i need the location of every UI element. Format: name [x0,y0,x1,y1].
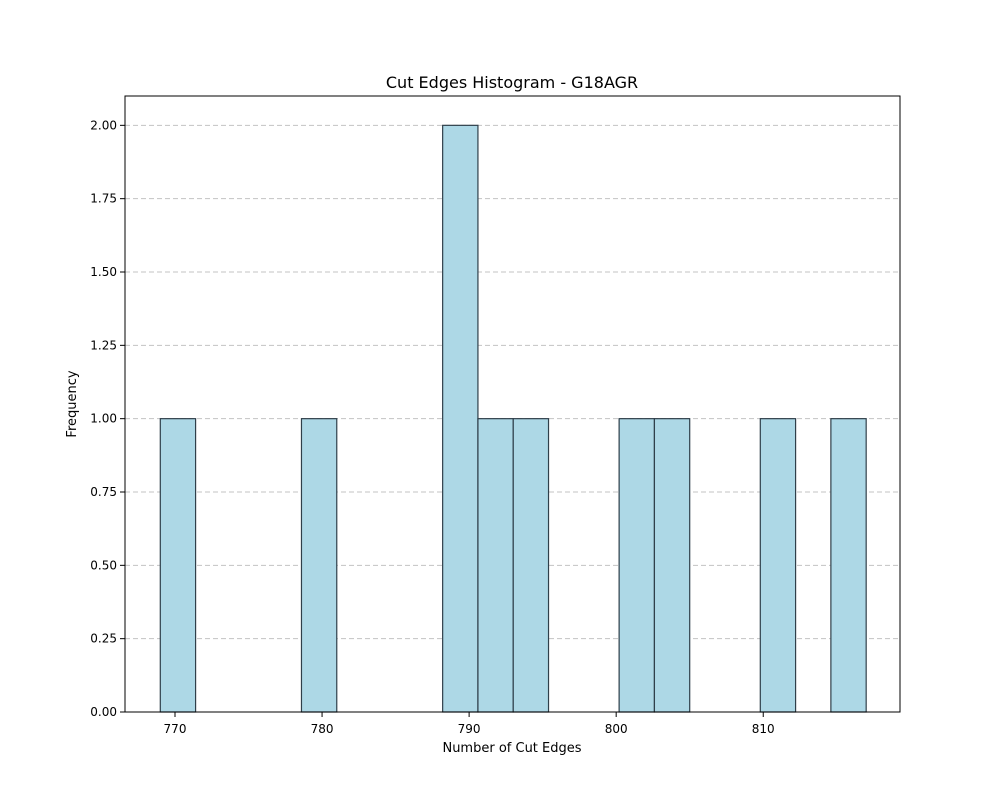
y-tick-label: 0.75 [90,485,117,499]
x-axis: 770 780 790 800 810 [164,712,775,736]
x-tick-label: 780 [311,722,334,736]
histogram-bar-7 [759,418,797,713]
x-tick-label: 770 [164,722,187,736]
histogram-bar-8 [830,418,867,713]
x-tick-label: 800 [605,722,628,736]
histogram-bar-1 [300,418,338,713]
histogram-bar-5 [618,418,656,713]
y-tick-label: 1.50 [90,265,117,279]
bar-layer [159,124,867,713]
y-tick-label: 1.75 [90,192,117,206]
y-tick-label: 2.00 [90,118,117,132]
plot-frame [124,95,901,713]
y-tick-label: 1.25 [90,338,117,352]
histogram-bar-0 [159,418,197,713]
y-axis: 0.00 0.25 0.50 0.75 1.00 1.25 1.50 1.75 2.00 [90,118,125,719]
histogram-bar-2 [442,124,479,713]
x-tick-label: 810 [752,722,775,736]
y-tick-label: 0.25 [90,632,117,646]
histogram-bar-4 [512,418,550,713]
y-tick-label: 1.00 [90,412,117,426]
x-axis-label: Number of Cut Edges [442,741,581,756]
y-tick-label: 0.50 [90,558,117,572]
chart-title: Cut Edges Histogram - G18AGR [386,73,638,92]
y-axis-label: Frequency [65,370,80,437]
x-tick-label: 790 [458,722,481,736]
histogram-bar-6 [653,418,691,713]
histogram-bar-3 [477,418,514,713]
y-tick-label: 0.00 [90,705,117,719]
